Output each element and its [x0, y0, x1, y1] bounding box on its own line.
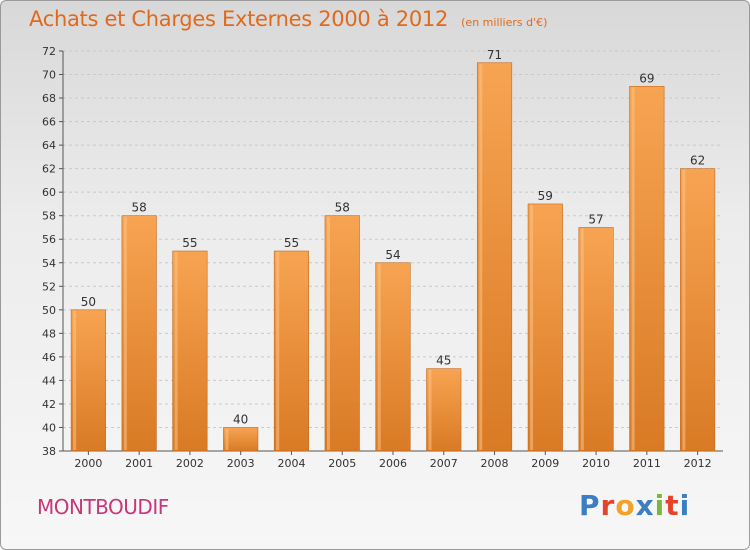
y-tick-label: 54	[42, 257, 56, 270]
y-tick-label: 40	[42, 421, 56, 434]
x-tick-label-2011: 2011	[633, 457, 661, 470]
bar-highlight	[428, 369, 432, 450]
x-tick-label-2010: 2010	[582, 457, 610, 470]
bar-2003	[223, 427, 259, 452]
x-tick-label-2008: 2008	[481, 457, 509, 470]
bar-2009	[527, 203, 563, 452]
y-tick-label: 50	[42, 304, 56, 317]
bar-highlight	[326, 216, 330, 450]
y-tick-label: 72	[42, 45, 56, 58]
logo-letter: i	[654, 489, 666, 522]
data-label-2000: 50	[81, 295, 96, 309]
y-tick-label: 38	[42, 445, 56, 458]
y-tick-label: 62	[42, 163, 56, 176]
y-tick-label: 56	[42, 233, 56, 246]
bar-2000	[70, 309, 106, 452]
labels: 38 40 42 44 46 48 50 52 54 56 58 60 62 64 66 68 70 72 50 20…	[42, 45, 712, 470]
x-tick-label-2002: 2002	[176, 457, 204, 470]
y-tick-label: 42	[42, 398, 56, 411]
x-tick-label-2001: 2001	[125, 457, 153, 470]
logo-letter: x	[635, 489, 655, 522]
logo-letter: i	[679, 489, 691, 522]
bars	[70, 62, 716, 452]
y-tick-label: 52	[42, 280, 56, 293]
proxiti-logo: Proxiti	[579, 489, 690, 522]
bar-2008	[476, 62, 513, 452]
y-tick-label: 64	[42, 139, 56, 152]
data-label-2005: 58	[335, 201, 350, 215]
data-label-2002: 55	[182, 236, 197, 250]
bar-highlight	[682, 169, 686, 450]
data-label-2003: 40	[233, 412, 248, 426]
bar-2010	[578, 227, 614, 452]
chart-title: Achats et Charges Externes 2000 à 2012	[29, 7, 449, 31]
y-tick-label: 60	[42, 186, 56, 199]
y-tick-label: 68	[42, 92, 56, 105]
x-tick-label-2004: 2004	[277, 457, 305, 470]
bar-2006	[375, 262, 411, 452]
bar-highlight	[479, 63, 483, 450]
x-tick-label-2003: 2003	[227, 457, 255, 470]
bar-highlight	[123, 216, 127, 450]
x-tick-label-2005: 2005	[328, 457, 356, 470]
x-tick-label-2006: 2006	[379, 457, 407, 470]
title-row: Achats et Charges Externes 2000 à 2012 (…	[29, 7, 547, 31]
bar-highlight	[73, 310, 77, 450]
bar-2004	[273, 250, 310, 452]
bar-highlight	[530, 204, 534, 450]
bar-2011	[629, 85, 665, 452]
data-label-2006: 54	[385, 248, 400, 262]
data-label-2009: 59	[538, 189, 553, 203]
logo-letter: t	[665, 489, 680, 522]
y-tick-label: 70	[42, 69, 56, 82]
x-tick-label-2009: 2009	[531, 457, 559, 470]
y-tick-label: 66	[42, 116, 56, 129]
bar-2005	[324, 215, 360, 452]
data-label-2012: 62	[690, 154, 705, 168]
y-tick-label: 58	[42, 210, 56, 223]
bar-highlight	[174, 252, 178, 450]
commune-name: MONTBOUDIF	[37, 495, 169, 519]
bar-2007	[426, 368, 462, 452]
data-label-2004: 55	[284, 236, 299, 250]
bar-2002	[172, 250, 208, 452]
y-tick-label: 48	[42, 327, 56, 340]
data-label-2001: 58	[132, 201, 147, 215]
bar-highlight	[580, 228, 584, 450]
data-label-2011: 69	[639, 71, 654, 85]
data-label-2010: 57	[588, 212, 603, 226]
bar-2012	[680, 168, 716, 452]
bar-highlight	[276, 252, 280, 450]
y-tick-label: 44	[42, 374, 56, 387]
logo-letter: P	[579, 489, 601, 522]
logo-letter: r	[600, 489, 616, 522]
x-tick-label-2012: 2012	[684, 457, 712, 470]
y-tick-label: 46	[42, 351, 56, 364]
bar-2001	[121, 215, 157, 452]
bar-highlight	[225, 428, 229, 450]
x-tick-label-2000: 2000	[74, 457, 102, 470]
logo-letter: o	[615, 489, 636, 522]
data-label-2008: 71	[487, 48, 502, 62]
bar-highlight	[631, 87, 635, 450]
bar-highlight	[377, 263, 381, 450]
x-tick-label-2007: 2007	[430, 457, 458, 470]
data-label-2007: 45	[436, 354, 451, 368]
chart-subtitle: (en milliers d'€)	[461, 16, 548, 29]
